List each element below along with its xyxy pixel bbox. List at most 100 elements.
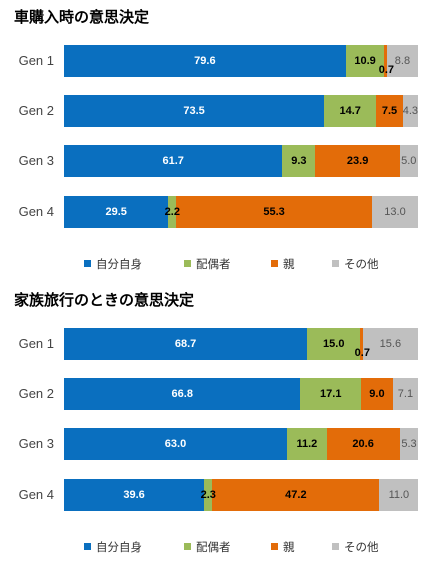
legend-swatch [84, 260, 91, 267]
data-label: 4.3 [402, 105, 419, 117]
legend-swatch [271, 543, 278, 550]
legend-swatch [332, 260, 339, 267]
data-label: 13.0 [384, 206, 406, 218]
bar-segment [379, 479, 419, 511]
data-label: 7.1 [397, 388, 414, 400]
data-label: 0.7 [378, 64, 395, 76]
bar-segment [376, 95, 403, 127]
legend-swatch [84, 543, 91, 550]
bar-segment [64, 196, 169, 228]
bar-segment [384, 45, 387, 77]
family-trip-decision-chart: 家族旅行のときの意思決定 Gen 1 68.7 15.0 0.7 15.6 Gen 2 66… [0, 283, 425, 566]
data-label: 10.9 [354, 55, 376, 67]
legend-item: 配偶者 [184, 539, 231, 555]
data-label: 14.7 [339, 105, 361, 117]
bar-row [64, 328, 418, 360]
legend-swatch [184, 543, 191, 550]
legend-item: その他 [332, 256, 379, 272]
data-label: 15.6 [379, 338, 402, 350]
data-label: 29.5 [105, 206, 127, 218]
legend-label: その他 [344, 540, 379, 554]
bar-segment [361, 378, 393, 410]
legend-label: 配偶者 [196, 257, 231, 271]
bar-row [64, 145, 418, 177]
bar-segment [399, 145, 418, 177]
data-label: 2.2 [164, 206, 180, 218]
category-label: Gen 3 [18, 436, 54, 451]
data-label: 63.0 [164, 438, 187, 450]
bar-segment [168, 196, 177, 228]
bar-row [64, 196, 418, 228]
data-label: 2.3 [200, 489, 216, 501]
purchase-decision-chart: 車購入時の意思決定 Gen 1 79.6 10.9 0.7 8.8 Gen 2 73.5 14… [14, 8, 419, 272]
bar-segment [64, 45, 346, 77]
bar-segment [64, 378, 301, 410]
bar-segment [64, 428, 288, 460]
bar-segment [402, 95, 418, 127]
legend-item: 親 [271, 256, 295, 272]
bar-segment [345, 45, 385, 77]
legend-item: 自分自身 [84, 539, 142, 555]
legend-swatch [184, 260, 191, 267]
data-label: 5.3 [401, 438, 417, 450]
category-label: Gen 2 [18, 386, 54, 401]
legend-item: その他 [332, 539, 379, 555]
bar-row [64, 479, 419, 511]
legend-label: 配偶者 [196, 540, 231, 554]
bar-segment [282, 145, 316, 177]
bar-row [64, 428, 419, 460]
legend-label: 自分自身 [96, 540, 142, 554]
bar-segment [360, 328, 363, 360]
category-label: Gen 4 [18, 487, 54, 502]
bar-segment [64, 95, 325, 127]
category-label: Gen 4 [18, 204, 54, 219]
bar-segment [64, 145, 283, 177]
bar-segment [386, 45, 418, 77]
data-label: 68.7 [174, 338, 197, 350]
bar-segment [287, 428, 327, 460]
legend-swatch [332, 543, 339, 550]
legend-label: 自分自身 [96, 257, 142, 271]
bar-row [64, 378, 418, 410]
data-label: 5.0 [401, 155, 417, 167]
data-label: 7.5 [381, 105, 398, 117]
bar-segment [307, 328, 361, 360]
bar-segment [326, 428, 400, 460]
category-label: Gen 3 [18, 153, 54, 168]
data-label: 79.6 [194, 55, 216, 67]
data-label: 73.5 [183, 105, 205, 117]
bar-segment [362, 328, 418, 360]
bar-row [64, 45, 418, 77]
bar-segment [64, 479, 205, 511]
bar-segment [324, 95, 377, 127]
data-label: 17.1 [320, 388, 342, 400]
legend-item: 配偶者 [184, 256, 231, 272]
data-label: 47.2 [285, 489, 307, 501]
data-label: 9.0 [369, 388, 385, 400]
legend-item: 親 [271, 539, 295, 555]
legend-swatch [271, 260, 278, 267]
legend-label: その他 [344, 257, 379, 271]
data-label: 11.0 [388, 489, 410, 501]
data-label: 23.9 [346, 155, 369, 167]
legend-item: 自分自身 [84, 256, 142, 272]
bar-segment [300, 378, 361, 410]
data-label: 8.8 [394, 55, 411, 67]
category-label: Gen 1 [18, 336, 54, 351]
bar-segment [176, 196, 372, 228]
legend-label: 親 [283, 540, 295, 554]
data-label: 15.0 [323, 338, 345, 350]
data-label: 55.3 [263, 206, 285, 218]
bar-segment [64, 328, 308, 360]
bar-segment [399, 428, 419, 460]
chart-title: 家族旅行のときの意思決定 [14, 291, 195, 309]
bar-segment [371, 196, 418, 228]
category-label: Gen 2 [18, 103, 54, 118]
bar-row [64, 95, 418, 127]
data-label: 20.6 [352, 438, 374, 450]
data-label: 11.2 [296, 438, 318, 450]
legend-label: 親 [283, 257, 295, 271]
data-label: 9.3 [291, 155, 307, 167]
data-label: 39.6 [123, 489, 145, 501]
category-label: Gen 1 [18, 53, 54, 68]
